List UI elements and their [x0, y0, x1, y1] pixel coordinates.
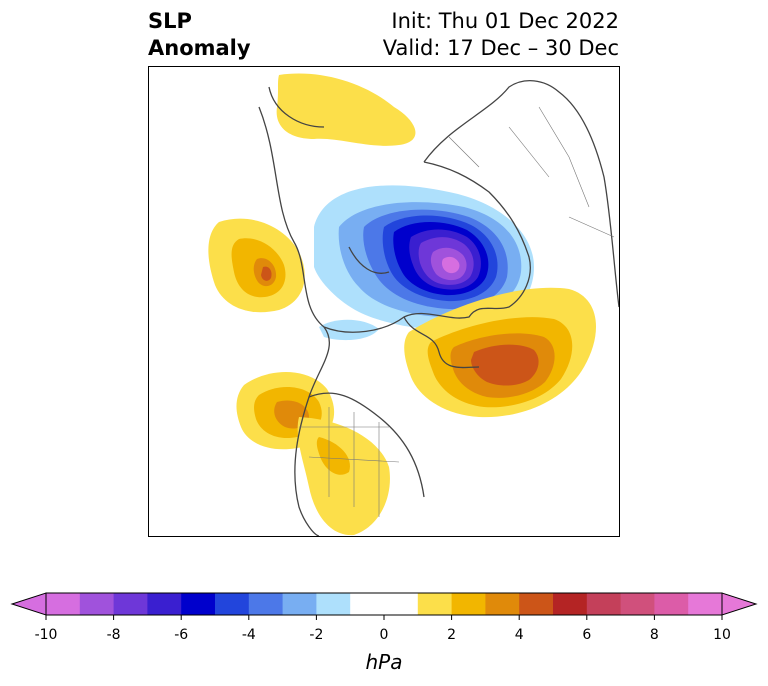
map-title: SLP Anomaly — [148, 8, 251, 62]
map-canvas — [208, 73, 619, 536]
init-date-label: Init: Thu 01 Dec 2022 — [391, 9, 619, 33]
colorbar-segment — [181, 593, 216, 615]
colorbar-segment — [79, 593, 115, 615]
coastline-outlines — [258, 80, 619, 536]
colorbar-segment — [451, 593, 486, 615]
colorbar-segment — [688, 593, 723, 615]
colorbar-tick-label: -6 — [174, 627, 189, 643]
colorbar-min-extension — [10, 592, 47, 616]
colorbar-tick-label: 10 — [713, 627, 731, 643]
colorbar-tick-label: -10 — [34, 627, 58, 643]
date-info: Init: Thu 01 Dec 2022 Valid: 17 Dec – 30… — [383, 8, 619, 62]
title-line-2: Anomaly — [148, 36, 251, 60]
colorbar-tick-label: -2 — [309, 627, 324, 643]
colorbar-segment — [46, 593, 81, 615]
colorbar-segment — [417, 593, 453, 615]
colorbar-segment — [485, 593, 520, 615]
colorbar-segment — [248, 593, 284, 615]
colorbar-max-extension — [721, 592, 758, 616]
colorbar — [10, 592, 758, 620]
colorbar-segment — [350, 593, 385, 615]
valid-range-label: Valid: 17 Dec – 30 Dec — [382, 36, 619, 60]
colorbar-tick-label: 0 — [379, 627, 389, 643]
colorbar-units-label: hPa — [365, 650, 403, 674]
colorbar-segment — [282, 593, 317, 615]
colorbar-tick-label: 8 — [649, 627, 659, 643]
colorbar-tick-label: 6 — [582, 627, 592, 643]
colorbar-segment — [553, 593, 588, 615]
colorbar-segment — [147, 593, 182, 615]
colorbar-segment — [654, 593, 689, 615]
colorbar-segment — [519, 593, 554, 615]
colorbar-segment — [620, 593, 655, 615]
anomaly-map — [148, 66, 620, 537]
arctic-low-anomaly — [314, 185, 534, 341]
colorbar-segment — [586, 593, 622, 615]
north-atlantic-high-anomaly — [404, 287, 596, 418]
title-line-1: SLP — [148, 9, 192, 33]
colorbar-tick-label: 4 — [514, 627, 524, 643]
colorbar-tick-label: -4 — [241, 627, 256, 643]
colorbar-segment — [113, 593, 148, 615]
colorbar-segment — [215, 593, 250, 615]
colorbar-segment — [316, 593, 351, 615]
minor-high-anomalies — [276, 73, 416, 536]
colorbar-tick-label: -8 — [106, 627, 121, 643]
northeast-pacific-high-anomaly — [208, 218, 305, 313]
colorbar-segment — [384, 593, 419, 615]
political-borders — [299, 106, 615, 517]
colorbar-tick-label: 2 — [447, 627, 457, 643]
